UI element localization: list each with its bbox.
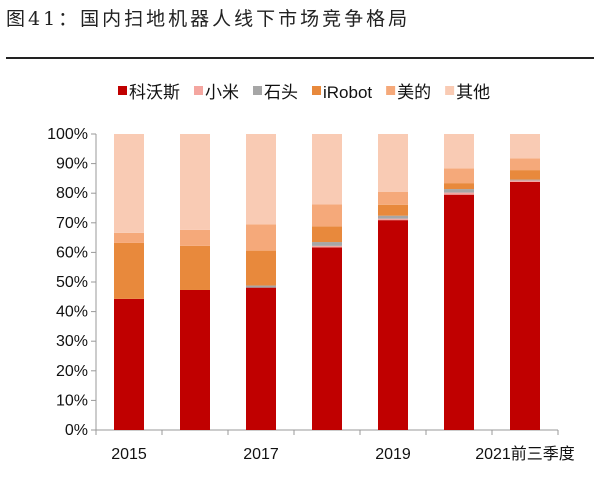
bar-segment-科沃斯-2020: [444, 194, 474, 430]
x-tick-label: 2019: [375, 446, 411, 463]
x-tick-label: 2017: [243, 446, 279, 463]
figure-title: 图41：国内扫地机器人线下市场竞争格局: [6, 8, 411, 30]
bar-segment-石头-2020: [444, 189, 474, 193]
bar-segment-科沃斯-2021前三季度: [510, 181, 540, 430]
bar-segment-其他-2015: [114, 134, 144, 233]
bar-segment-科沃斯-2015: [114, 298, 144, 430]
y-tick-label: 50%: [56, 274, 88, 291]
bar-segment-石头-2021前三季度: [510, 179, 540, 181]
bar-segment-石头-2017: [246, 285, 276, 288]
bar-segment-美的-2018: [312, 204, 342, 227]
bar-segment-科沃斯-2016: [180, 289, 210, 430]
bar-segment-其他-2021前三季度: [510, 134, 540, 159]
legend-label: 小米: [205, 83, 239, 102]
legend-swatch-小米: [194, 86, 203, 95]
bar-segment-石头-2018: [312, 242, 342, 246]
x-tick-label: 2015: [111, 446, 147, 463]
y-tick-label: 80%: [56, 185, 88, 202]
bar-segment-美的-2017: [246, 224, 276, 251]
legend-label: 美的: [397, 83, 431, 102]
bar-segment-科沃斯-2018: [312, 247, 342, 430]
bar-segment-小米-2018: [312, 245, 342, 248]
legend-swatch-科沃斯: [118, 86, 127, 95]
bar-segment-美的-2019: [378, 191, 408, 205]
legend-swatch-其他: [445, 86, 455, 95]
y-tick-label: 30%: [56, 333, 88, 350]
bar-segment-iRobot-2018: [312, 226, 342, 243]
bar-segment-美的-2016: [180, 229, 210, 246]
bar-segment-科沃斯-2017: [246, 287, 276, 430]
bar-segment-iRobot-2016: [180, 245, 210, 290]
bar-segment-美的-2015: [114, 232, 144, 243]
bar-segment-iRobot-2017: [246, 250, 276, 286]
bar-segment-美的-2020: [444, 168, 474, 184]
bar-segment-小米-2021前三季度: [510, 180, 540, 182]
bar-segment-其他-2018: [312, 134, 342, 205]
y-tick-label: 60%: [56, 244, 88, 261]
bar-segment-iRobot-2015: [114, 242, 144, 299]
bar-segment-美的-2021前三季度: [510, 158, 540, 171]
bar-segment-其他-2016: [180, 134, 210, 230]
y-tick-label: 90%: [56, 156, 88, 173]
bar-segment-科沃斯-2019: [378, 220, 408, 430]
x-tick-label: 2021前三季度: [475, 445, 575, 463]
legend-swatch-石头: [253, 86, 262, 95]
legend-label: 科沃斯: [129, 83, 180, 102]
y-tick-label: 70%: [56, 215, 88, 232]
bar-segment-小米-2020: [444, 192, 474, 195]
y-tick-label: 20%: [56, 363, 88, 380]
legend-label: 石头: [264, 83, 298, 102]
legend-label: 其他: [456, 83, 490, 102]
y-tick-label: 100%: [47, 126, 88, 143]
bar-segment-iRobot-2020: [444, 183, 474, 190]
bar-segment-小米-2019: [378, 218, 408, 221]
y-tick-label: 10%: [56, 392, 88, 409]
legend-label: iRobot: [323, 83, 372, 102]
bar-segment-其他-2019: [378, 134, 408, 192]
bar-segment-石头-2019: [378, 215, 408, 219]
title-divider: [6, 57, 594, 59]
bar-segment-其他-2017: [246, 134, 276, 225]
bar-segment-其他-2020: [444, 134, 474, 169]
legend-swatch-iRobot: [312, 86, 321, 95]
legend-swatch-美的: [386, 86, 396, 95]
bar-segment-iRobot-2021前三季度: [510, 170, 540, 180]
bar-segment-iRobot-2019: [378, 204, 408, 216]
y-tick-label: 40%: [56, 304, 88, 321]
y-tick-label: 0%: [65, 422, 88, 439]
